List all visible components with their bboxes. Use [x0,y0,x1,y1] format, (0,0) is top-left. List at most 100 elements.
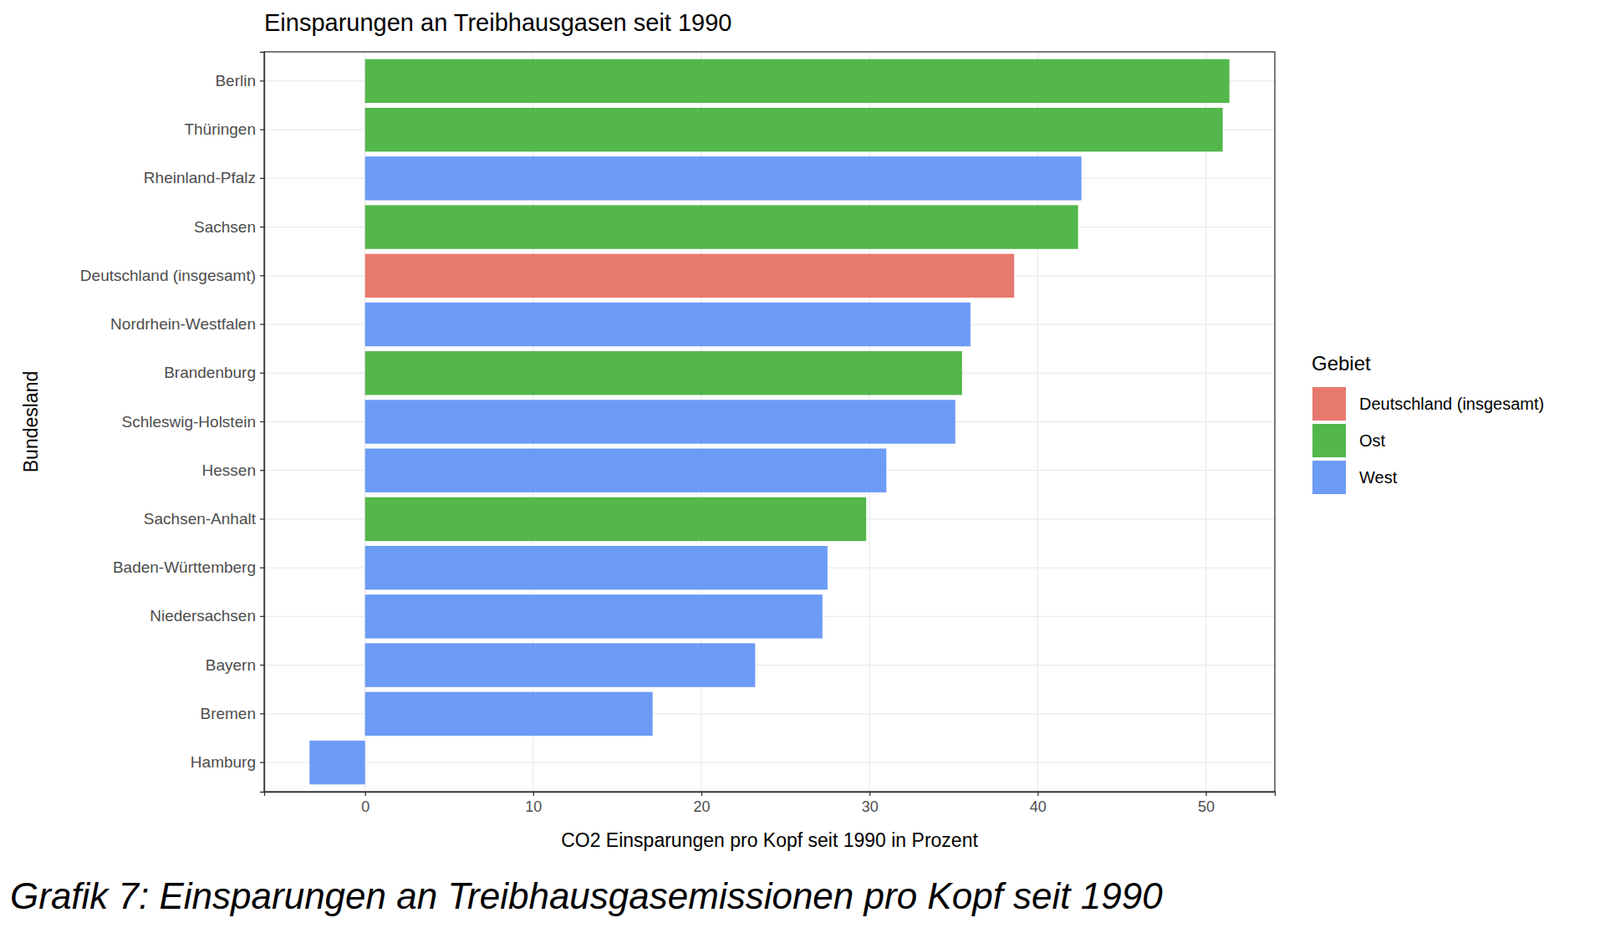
caption: Grafik 7: Einsparungen an Treibhausgasem… [10,875,1163,917]
y-tick-mark [259,469,265,471]
y-tick-mark [259,129,265,131]
bar [365,59,1230,103]
bar [309,740,365,785]
y-tick-mark [259,421,265,423]
y-tick: Deutschland (insgesamt) [80,266,265,285]
chart: 0 10 20 30 40 50 Berlin Thüringen Rheinland-Pfal… [0,0,1600,933]
bar [365,302,971,347]
y-tick: Rheinland-Pfalz [143,168,265,187]
y-tick-label: Berlin [214,71,256,90]
y-tick-label: Baden-Württemberg [112,558,256,576]
y-tick-label: Nordrhein-Westfalen [110,315,256,333]
legend-label: Ost [1359,431,1386,450]
x-tick: 50 [1197,791,1215,816]
y-tick: Baden-Württemberg [112,558,265,576]
y-tick-label: Bayern [205,656,256,674]
bar [365,448,887,493]
x-tick-label: 50 [1197,798,1215,816]
x-tick: 0 [361,791,370,816]
y-tick: Brandenburg [163,363,265,382]
y-tick-mark [259,761,265,763]
y-tick-label: Niedersachsen [149,606,256,625]
grid-line [264,761,1275,763]
y-tick-mark [259,323,265,325]
legend-label: West [1359,468,1398,487]
bar [365,497,867,541]
bar [365,351,963,395]
y-tick-label: Deutschland (insgesamt) [80,266,256,285]
bar [365,107,1223,152]
x-axis-title: CO2 Einsparungen pro Kopf seit 1990 in P… [560,829,979,851]
x-tick-mark [533,791,535,796]
x-tick-label: 20 [693,798,711,816]
y-tick-label: Thüringen [183,120,256,138]
y-tick-mark [259,275,265,276]
y-tick: Niedersachsen [149,606,265,625]
x-tick-mark [1037,791,1039,796]
bar [365,204,1079,249]
y-tick: Hessen [202,461,265,479]
y-tick-mark [259,226,265,228]
y-tick: Bremen [199,704,265,723]
legend-key [1312,460,1346,495]
legend: Gebiet Deutschland (insgesamt) Ost West [1311,351,1544,495]
y-tick-label: Schleswig-Holstein [121,412,256,431]
x-tick-mark [701,791,703,796]
x-tick-label: 0 [361,798,370,816]
legend-label: Deutschland (insgesamt) [1359,394,1544,413]
plot-background [264,51,1275,792]
x-axis: 0 10 20 30 40 50 [264,791,1276,816]
bar [365,642,756,687]
y-tick-mark [259,616,265,617]
legend-key [1312,423,1346,458]
y-tick: Thüringen [183,120,265,138]
y-tick: Hamburg [190,753,265,771]
y-tick-mark [259,713,265,714]
bar [365,692,653,736]
title: Einsparungen an Treibhausgasen seit 1990 [264,9,732,36]
y-tick-mark [259,80,265,82]
y-tick: Sachsen [193,218,265,236]
y-tick: Sachsen-Anhalt [143,509,265,528]
y-tick-label: Hamburg [190,753,256,771]
x-tick: 20 [693,791,711,816]
grid [264,51,1275,792]
y-tick-label: Sachsen-Anhalt [143,509,257,528]
bar [365,545,828,590]
plot-frame [264,51,1275,792]
y-tick: Nordrhein-Westfalen [110,315,265,333]
y-tick-label: Sachsen [193,218,256,236]
x-axis-line [264,792,1276,797]
y-axis-line [259,52,265,793]
y-tick-label: Hessen [202,461,256,479]
y-tick-label: Rheinland-Pfalz [143,168,256,187]
x-tick: 40 [1029,791,1047,816]
x-tick-label: 10 [524,798,542,816]
x-tick: 10 [524,791,542,816]
y-axis-title: Bundesland [20,371,42,474]
bar [365,156,1082,200]
legend-title: Gebiet [1311,351,1371,375]
y-tick-label: Bremen [199,704,256,723]
x-tick-mark [365,791,367,796]
y-axis: Berlin Thüringen Rheinland-Pfalz Sachsen Deu… [80,52,265,793]
bar [365,399,956,444]
legend-key [1312,387,1346,421]
x-tick-mark [869,791,871,796]
x-tick-label: 40 [1029,798,1047,816]
x-tick-mark [1205,791,1207,796]
y-tick: Schleswig-Holstein [121,412,265,431]
bars [309,59,1229,785]
x-tick: 30 [861,791,879,816]
y-tick: Bayern [205,656,265,674]
y-tick-mark [259,372,265,374]
y-tick: Berlin [214,71,265,90]
y-tick-mark [259,178,265,179]
y-tick-mark [259,664,265,666]
x-tick-label: 30 [861,798,879,816]
y-tick-label: Brandenburg [163,363,256,382]
bar [365,594,823,638]
y-tick-mark [259,518,265,520]
bar [365,254,1015,298]
y-tick-mark [259,567,265,569]
